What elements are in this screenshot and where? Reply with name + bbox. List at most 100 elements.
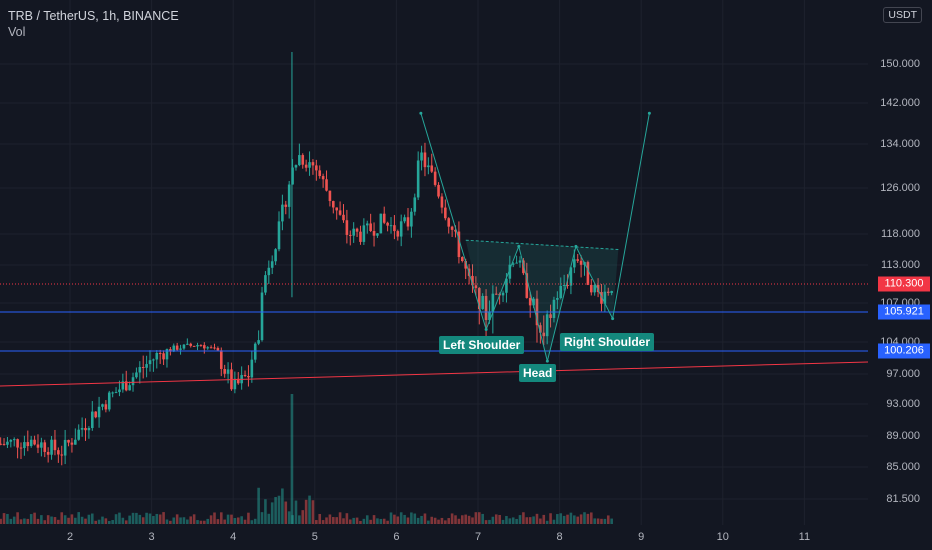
candle-body: [338, 210, 342, 215]
candle-body: [481, 295, 484, 309]
candle-body: [396, 231, 400, 237]
candle-body: [257, 340, 260, 344]
volume-bar: [525, 517, 529, 524]
candle-body: [264, 275, 267, 293]
candle-body: [124, 381, 128, 391]
volume-bar: [569, 512, 573, 524]
volume-bar: [236, 517, 240, 524]
volume-bar: [522, 512, 525, 524]
candle-body: [199, 345, 203, 347]
candle-body: [33, 439, 36, 445]
volume-indicator-label[interactable]: Vol: [8, 25, 26, 39]
candle-body: [600, 292, 603, 304]
volume-bar: [97, 519, 101, 524]
volume-bar: [447, 518, 451, 524]
volume-bar: [192, 514, 196, 524]
candle-body: [552, 299, 556, 318]
volume-bar: [359, 520, 362, 524]
volume-bar: [111, 520, 114, 524]
left-shoulder-label[interactable]: Left Shoulder: [439, 336, 525, 354]
candle-body: [175, 345, 179, 350]
volume-bar: [589, 512, 593, 524]
volume-bar: [342, 518, 345, 524]
price-tick-label: 113.000: [881, 259, 920, 271]
volume-bar: [294, 500, 298, 524]
candle-body: [223, 369, 226, 374]
volume-bar: [298, 515, 301, 524]
pattern-point: [611, 317, 615, 321]
symbol-title[interactable]: TRB / TetherUS, 1h, BINANCE: [8, 9, 179, 23]
candle-body: [342, 214, 345, 221]
pattern-point: [545, 359, 549, 363]
price-tick-label: 150.000: [880, 58, 920, 70]
price-tag-100.206: 100.206: [878, 343, 930, 359]
currency-button[interactable]: USDT: [883, 7, 922, 23]
candle-body: [182, 344, 186, 349]
head-label[interactable]: Head: [519, 364, 557, 382]
volume-bar: [135, 512, 138, 524]
candle-body: [389, 225, 393, 227]
volume-bar: [308, 495, 311, 524]
drawing-lines[interactable]: [0, 111, 869, 387]
candle-body: [70, 442, 74, 445]
pattern-point: [517, 244, 521, 248]
volume-bar: [43, 520, 47, 524]
volume-bar: [250, 520, 254, 524]
volume-bar: [539, 518, 542, 524]
volume-bar: [70, 514, 74, 524]
candle-body: [260, 292, 264, 341]
volume-bar: [84, 518, 87, 524]
volume-bar: [67, 517, 70, 524]
neckline: [465, 239, 619, 250]
volume-bar: [413, 513, 417, 524]
volume-bar: [410, 512, 413, 524]
volume-bar: [63, 515, 67, 524]
candle-body: [610, 291, 613, 293]
right-shoulder-label[interactable]: Right Shoulder: [560, 333, 654, 351]
candle-body: [433, 171, 437, 185]
volume-bar: [450, 513, 454, 524]
volume-bar: [131, 512, 135, 524]
candle-body: [121, 381, 125, 390]
volume-bar: [80, 516, 84, 524]
pattern-point: [419, 111, 423, 115]
volume-bar: [365, 515, 369, 524]
candle-body: [213, 347, 216, 349]
candle-body: [57, 450, 60, 455]
price-tick-label: 142.000: [880, 97, 920, 109]
candle-body: [515, 262, 518, 264]
time-tick-label: 8: [556, 531, 563, 543]
volume-bar: [101, 516, 104, 524]
volume-bar: [152, 516, 155, 524]
candle-body: [413, 197, 417, 212]
volume-bar: [145, 512, 148, 524]
volume-bar: [325, 517, 328, 524]
volume-bar: [593, 518, 596, 524]
time-tick-label: 3: [148, 531, 155, 543]
volume-bar: [515, 518, 518, 524]
candle-body: [29, 439, 33, 447]
candle-body: [158, 352, 162, 354]
volume-bar: [321, 520, 325, 524]
chart-grid: [0, 0, 868, 525]
candle-body: [270, 261, 274, 268]
volume-bar: [23, 518, 26, 524]
volume-bar: [165, 519, 169, 524]
volume-bar: [29, 514, 33, 524]
candle-body: [508, 264, 512, 279]
volume-bar: [376, 518, 379, 524]
volume-bar: [423, 513, 427, 524]
volume-bar: [542, 514, 546, 524]
volume-bar: [274, 496, 277, 524]
chart-legend: TRB / TetherUS, 1h, BINANCE Vol: [8, 8, 179, 40]
candle-body: [399, 221, 403, 237]
candle-body: [501, 292, 505, 296]
volume-bar: [406, 517, 410, 524]
candle-body: [274, 249, 277, 262]
candle-body: [562, 284, 566, 286]
candle-body: [315, 165, 318, 171]
candle-body: [12, 439, 16, 441]
candle-body: [26, 442, 30, 447]
candle-body: [281, 204, 284, 222]
